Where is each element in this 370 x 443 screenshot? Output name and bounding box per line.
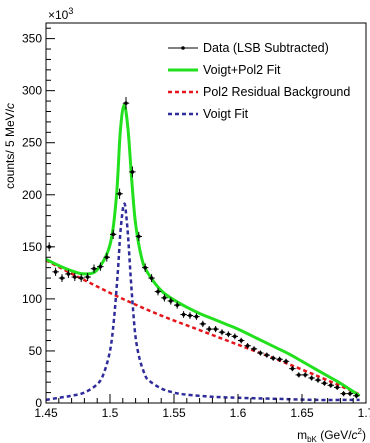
data-point	[225, 331, 232, 338]
data-point	[78, 274, 85, 283]
data-point	[314, 377, 322, 383]
data-point	[334, 384, 341, 390]
legend-total-fit-label: Voigt+Pol2 Fit	[203, 63, 281, 77]
x-tick-label: 1.45	[34, 406, 58, 420]
data-point	[167, 297, 174, 305]
data-point	[129, 166, 136, 178]
data-point	[84, 273, 91, 282]
data-point	[257, 350, 264, 356]
series-line-total-fit	[45, 103, 361, 397]
data-point	[231, 333, 238, 340]
data-point	[116, 188, 123, 199]
data-point	[218, 329, 226, 336]
data-point	[270, 355, 277, 361]
y-tick-label: 300	[22, 84, 42, 98]
data-point	[238, 337, 245, 344]
series-line-signal	[45, 202, 360, 402]
data-point	[154, 287, 162, 296]
data-point	[346, 391, 354, 397]
data-point	[71, 273, 78, 282]
legend-background-label: Pol2 Residual Background	[203, 85, 350, 99]
data-point	[353, 393, 360, 399]
data-point	[122, 96, 130, 110]
x-tick-label: 1.7	[358, 406, 370, 420]
curves-layer	[45, 103, 361, 402]
x-tick-label: 1.5	[102, 406, 119, 420]
y-tick-label: 350	[22, 32, 42, 46]
data-point	[52, 267, 59, 276]
x-tick-label: 1.65	[290, 406, 314, 420]
data-point	[263, 352, 270, 358]
legend: Data (LSB Subtracted) Voigt+Pol2 Fit Pol…	[168, 41, 350, 121]
data-point	[199, 320, 206, 328]
series-line-background	[45, 259, 361, 396]
data-point	[142, 263, 149, 272]
legend-data-label: Data (LSB Subtracted)	[203, 41, 329, 55]
data-point	[295, 372, 302, 378]
ticks-layer: 1.45 1.5 1.55 1.6 1.65 1.7 0 50 100 150 200 250 300 3…	[22, 27, 370, 420]
legend-signal-label: Voigt Fit	[203, 107, 249, 121]
data-point	[340, 391, 347, 397]
data-point	[289, 366, 296, 372]
data-point	[65, 269, 72, 278]
data-point	[58, 274, 66, 283]
data-point	[97, 262, 104, 271]
data-point	[212, 326, 219, 333]
data-point	[244, 343, 251, 349]
data-point	[276, 356, 283, 362]
x-axis-title: mbK (GeV/c2)	[297, 427, 366, 443]
data-point	[327, 382, 334, 388]
data-point	[110, 229, 117, 239]
y-tick-label: 0	[35, 396, 42, 410]
data-point	[103, 252, 110, 262]
x-tick-label: 1.6	[230, 406, 247, 420]
data-point	[308, 375, 315, 381]
y-tick-label: 150	[22, 240, 42, 254]
data-point	[282, 358, 290, 364]
legend-entry-total-fit: Voigt+Pol2 Fit	[168, 63, 281, 77]
y-multiplier-label: ×103	[48, 6, 73, 22]
data-point	[250, 346, 258, 352]
legend-data-marker	[181, 46, 185, 50]
y-tick-label: 50	[29, 344, 43, 358]
legend-entry-background: Pol2 Residual Background	[168, 85, 350, 99]
data-point	[161, 294, 168, 302]
legend-entry-data: Data (LSB Subtracted)	[168, 41, 329, 55]
data-point	[186, 312, 194, 319]
x-tick-label: 1.55	[162, 406, 186, 420]
data-point	[206, 326, 213, 333]
y-axis-title: counts/ 5 MeV/c	[3, 103, 17, 189]
legend-entry-signal: Voigt Fit	[168, 107, 249, 121]
data-point	[193, 313, 200, 320]
y-tick-label: 250	[22, 136, 42, 150]
data-point	[321, 380, 328, 386]
data-points-layer	[46, 96, 360, 399]
y-tick-label: 100	[22, 292, 42, 306]
data-point	[148, 274, 155, 283]
data-point	[180, 311, 187, 318]
data-point	[302, 372, 309, 378]
plot-frame	[45, 22, 367, 404]
data-point	[90, 264, 98, 273]
data-point	[174, 301, 181, 309]
y-tick-label: 200	[22, 188, 42, 202]
data-point	[135, 231, 142, 242]
